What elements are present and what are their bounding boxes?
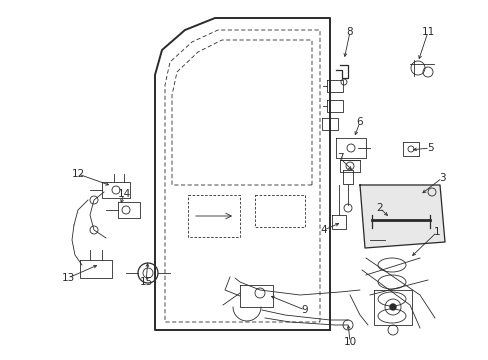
Text: 8: 8 xyxy=(346,27,353,37)
Text: 1: 1 xyxy=(433,227,439,237)
Text: 15: 15 xyxy=(139,277,152,287)
Text: 12: 12 xyxy=(71,169,84,179)
Text: 3: 3 xyxy=(438,173,445,183)
Text: 10: 10 xyxy=(343,337,356,347)
Text: 7: 7 xyxy=(336,153,343,163)
Polygon shape xyxy=(359,185,444,248)
Text: 13: 13 xyxy=(61,273,75,283)
Text: 5: 5 xyxy=(426,143,432,153)
Text: 14: 14 xyxy=(117,189,130,199)
Circle shape xyxy=(389,304,395,310)
Text: 6: 6 xyxy=(356,117,363,127)
Text: 9: 9 xyxy=(301,305,307,315)
Text: 2: 2 xyxy=(376,203,383,213)
Text: 11: 11 xyxy=(421,27,434,37)
Text: 4: 4 xyxy=(320,225,326,235)
